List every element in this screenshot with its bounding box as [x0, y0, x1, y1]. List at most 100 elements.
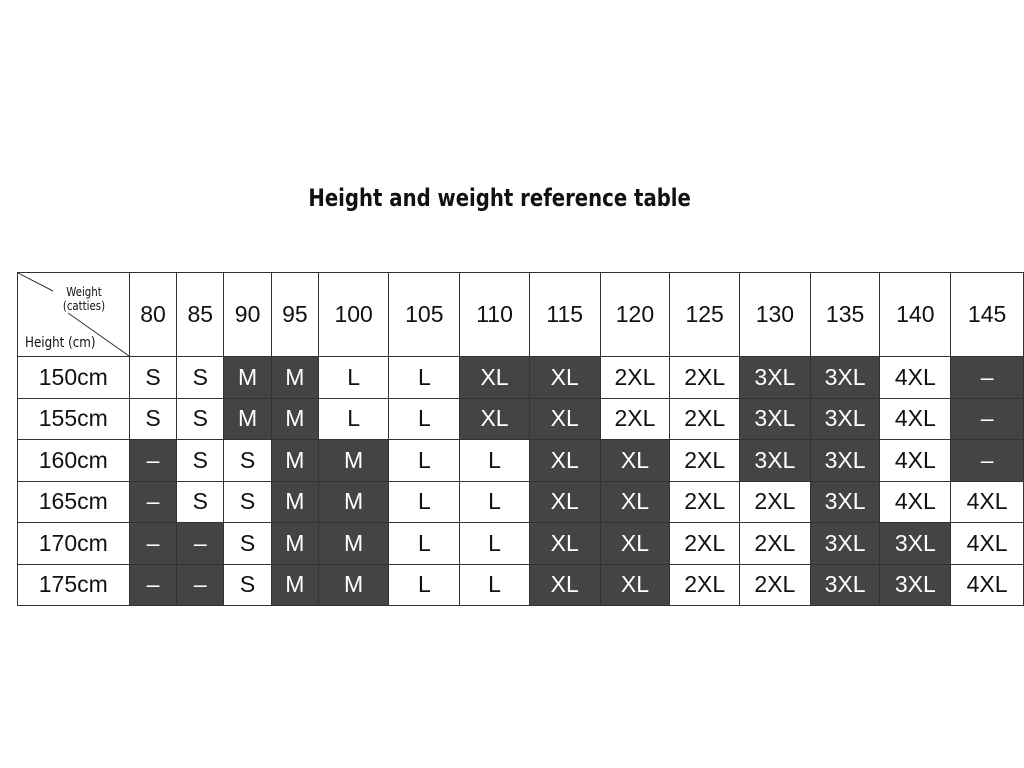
- size-cell: 3XL: [809, 397, 881, 440]
- size-cell: –: [950, 356, 1024, 399]
- table-row: 150cm S S M M L L XL XL 2XL 2XL 3XL 3XL 4XL –: [17, 356, 1024, 399]
- size-cell: S: [176, 356, 225, 399]
- size-cell: L: [388, 439, 461, 482]
- size-cell: 4XL: [879, 439, 952, 482]
- size-cell: XL: [528, 563, 601, 606]
- size-cell: 2XL: [669, 522, 741, 565]
- size-cell: M: [317, 522, 390, 565]
- table-row: 175cm – – S M M L L XL XL 2XL 2XL 3XL 3XL 4XL: [17, 563, 1024, 606]
- size-cell: L: [388, 356, 461, 399]
- row-header: 165cm: [17, 480, 130, 523]
- size-cell: L: [388, 397, 461, 440]
- weight-axis-label: Weight (catties): [62, 285, 106, 313]
- size-cell: –: [950, 439, 1024, 482]
- size-cell: XL: [599, 563, 671, 606]
- column-header: 135: [809, 272, 881, 357]
- size-cell: 4XL: [879, 356, 952, 399]
- size-cell: 3XL: [809, 439, 881, 482]
- size-cell: M: [317, 439, 390, 482]
- size-cell: M: [317, 480, 390, 523]
- size-cell: M: [270, 522, 319, 565]
- size-cell: L: [459, 563, 530, 606]
- size-cell: L: [388, 480, 461, 523]
- size-cell: S: [223, 480, 272, 523]
- size-cell: XL: [528, 522, 601, 565]
- size-cell: 2XL: [669, 563, 741, 606]
- size-cell: 2XL: [669, 439, 741, 482]
- size-cell: XL: [528, 480, 601, 523]
- size-cell: –: [176, 522, 225, 565]
- size-cell: L: [459, 439, 530, 482]
- size-cell: L: [317, 356, 390, 399]
- column-header: 130: [739, 272, 811, 357]
- corner-cell: Weight (catties) Height (cm): [17, 272, 130, 357]
- height-axis-label: Height (cm): [25, 335, 96, 351]
- size-cell: 2XL: [739, 563, 811, 606]
- size-cell: S: [223, 522, 272, 565]
- size-cell: 2XL: [669, 356, 741, 399]
- table-title: Height and weight reference table: [308, 184, 691, 212]
- size-cell: XL: [528, 439, 601, 482]
- row-header: 160cm: [17, 439, 130, 482]
- size-cell: 2XL: [599, 397, 671, 440]
- column-header: 90: [223, 272, 272, 357]
- column-header: 115: [528, 272, 601, 357]
- table-row: 160cm – S S M M L L XL XL 2XL 3XL 3XL 4XL –: [17, 439, 1024, 482]
- size-cell: 3XL: [809, 522, 881, 565]
- size-cell: –: [128, 480, 178, 523]
- size-cell: S: [176, 397, 225, 440]
- size-cell: S: [128, 397, 178, 440]
- row-header: 155cm: [17, 397, 130, 440]
- size-cell: L: [459, 480, 530, 523]
- header-row: Weight (catties) Height (cm) 80 85 90 95 100 10…: [17, 272, 1024, 357]
- size-cell: –: [128, 522, 178, 565]
- column-header: 120: [599, 272, 671, 357]
- column-header: 100: [317, 272, 390, 357]
- size-cell: 4XL: [950, 563, 1024, 606]
- size-cell: –: [128, 563, 178, 606]
- column-header: 140: [879, 272, 952, 357]
- size-cell: 3XL: [809, 563, 881, 606]
- size-cell: 3XL: [739, 356, 811, 399]
- size-cell: 3XL: [809, 356, 881, 399]
- table-row: 165cm – S S M M L L XL XL 2XL 2XL 3XL 4XL 4XL: [17, 480, 1024, 523]
- size-cell: 4XL: [950, 480, 1024, 523]
- size-cell: M: [270, 439, 319, 482]
- size-cell: 4XL: [879, 480, 952, 523]
- size-cell: M: [270, 480, 319, 523]
- size-cell: S: [128, 356, 178, 399]
- size-cell: –: [950, 397, 1024, 440]
- size-cell: 3XL: [879, 522, 952, 565]
- size-cell: 3XL: [809, 480, 881, 523]
- size-cell: L: [388, 563, 461, 606]
- column-header: 80: [128, 272, 178, 357]
- size-cell: S: [223, 439, 272, 482]
- column-header: 85: [176, 272, 225, 357]
- size-cell: S: [176, 480, 225, 523]
- size-cell: XL: [599, 439, 671, 482]
- size-cell: L: [388, 522, 461, 565]
- size-table: Weight (catties) Height (cm) 80 85 90 95 100 10…: [17, 272, 1024, 606]
- size-cell: XL: [599, 480, 671, 523]
- size-cell: 2XL: [669, 397, 741, 440]
- size-cell: –: [128, 439, 178, 482]
- row-header: 150cm: [17, 356, 130, 399]
- size-cell: 2XL: [599, 356, 671, 399]
- size-cell: 4XL: [950, 522, 1024, 565]
- column-header: 105: [388, 272, 461, 357]
- size-cell: M: [270, 563, 319, 606]
- size-cell: 2XL: [739, 480, 811, 523]
- size-cell: XL: [459, 356, 530, 399]
- row-header: 170cm: [17, 522, 130, 565]
- size-cell: 3XL: [879, 563, 952, 606]
- size-cell: M: [317, 563, 390, 606]
- column-header: 110: [459, 272, 530, 357]
- size-cell: 2XL: [669, 480, 741, 523]
- size-cell: –: [176, 563, 225, 606]
- size-cell: S: [223, 563, 272, 606]
- column-header: 145: [950, 272, 1024, 357]
- size-cell: 3XL: [739, 397, 811, 440]
- size-cell: XL: [459, 397, 530, 440]
- table-row: 155cm S S M M L L XL XL 2XL 2XL 3XL 3XL 4XL –: [17, 397, 1024, 440]
- size-cell: 3XL: [739, 439, 811, 482]
